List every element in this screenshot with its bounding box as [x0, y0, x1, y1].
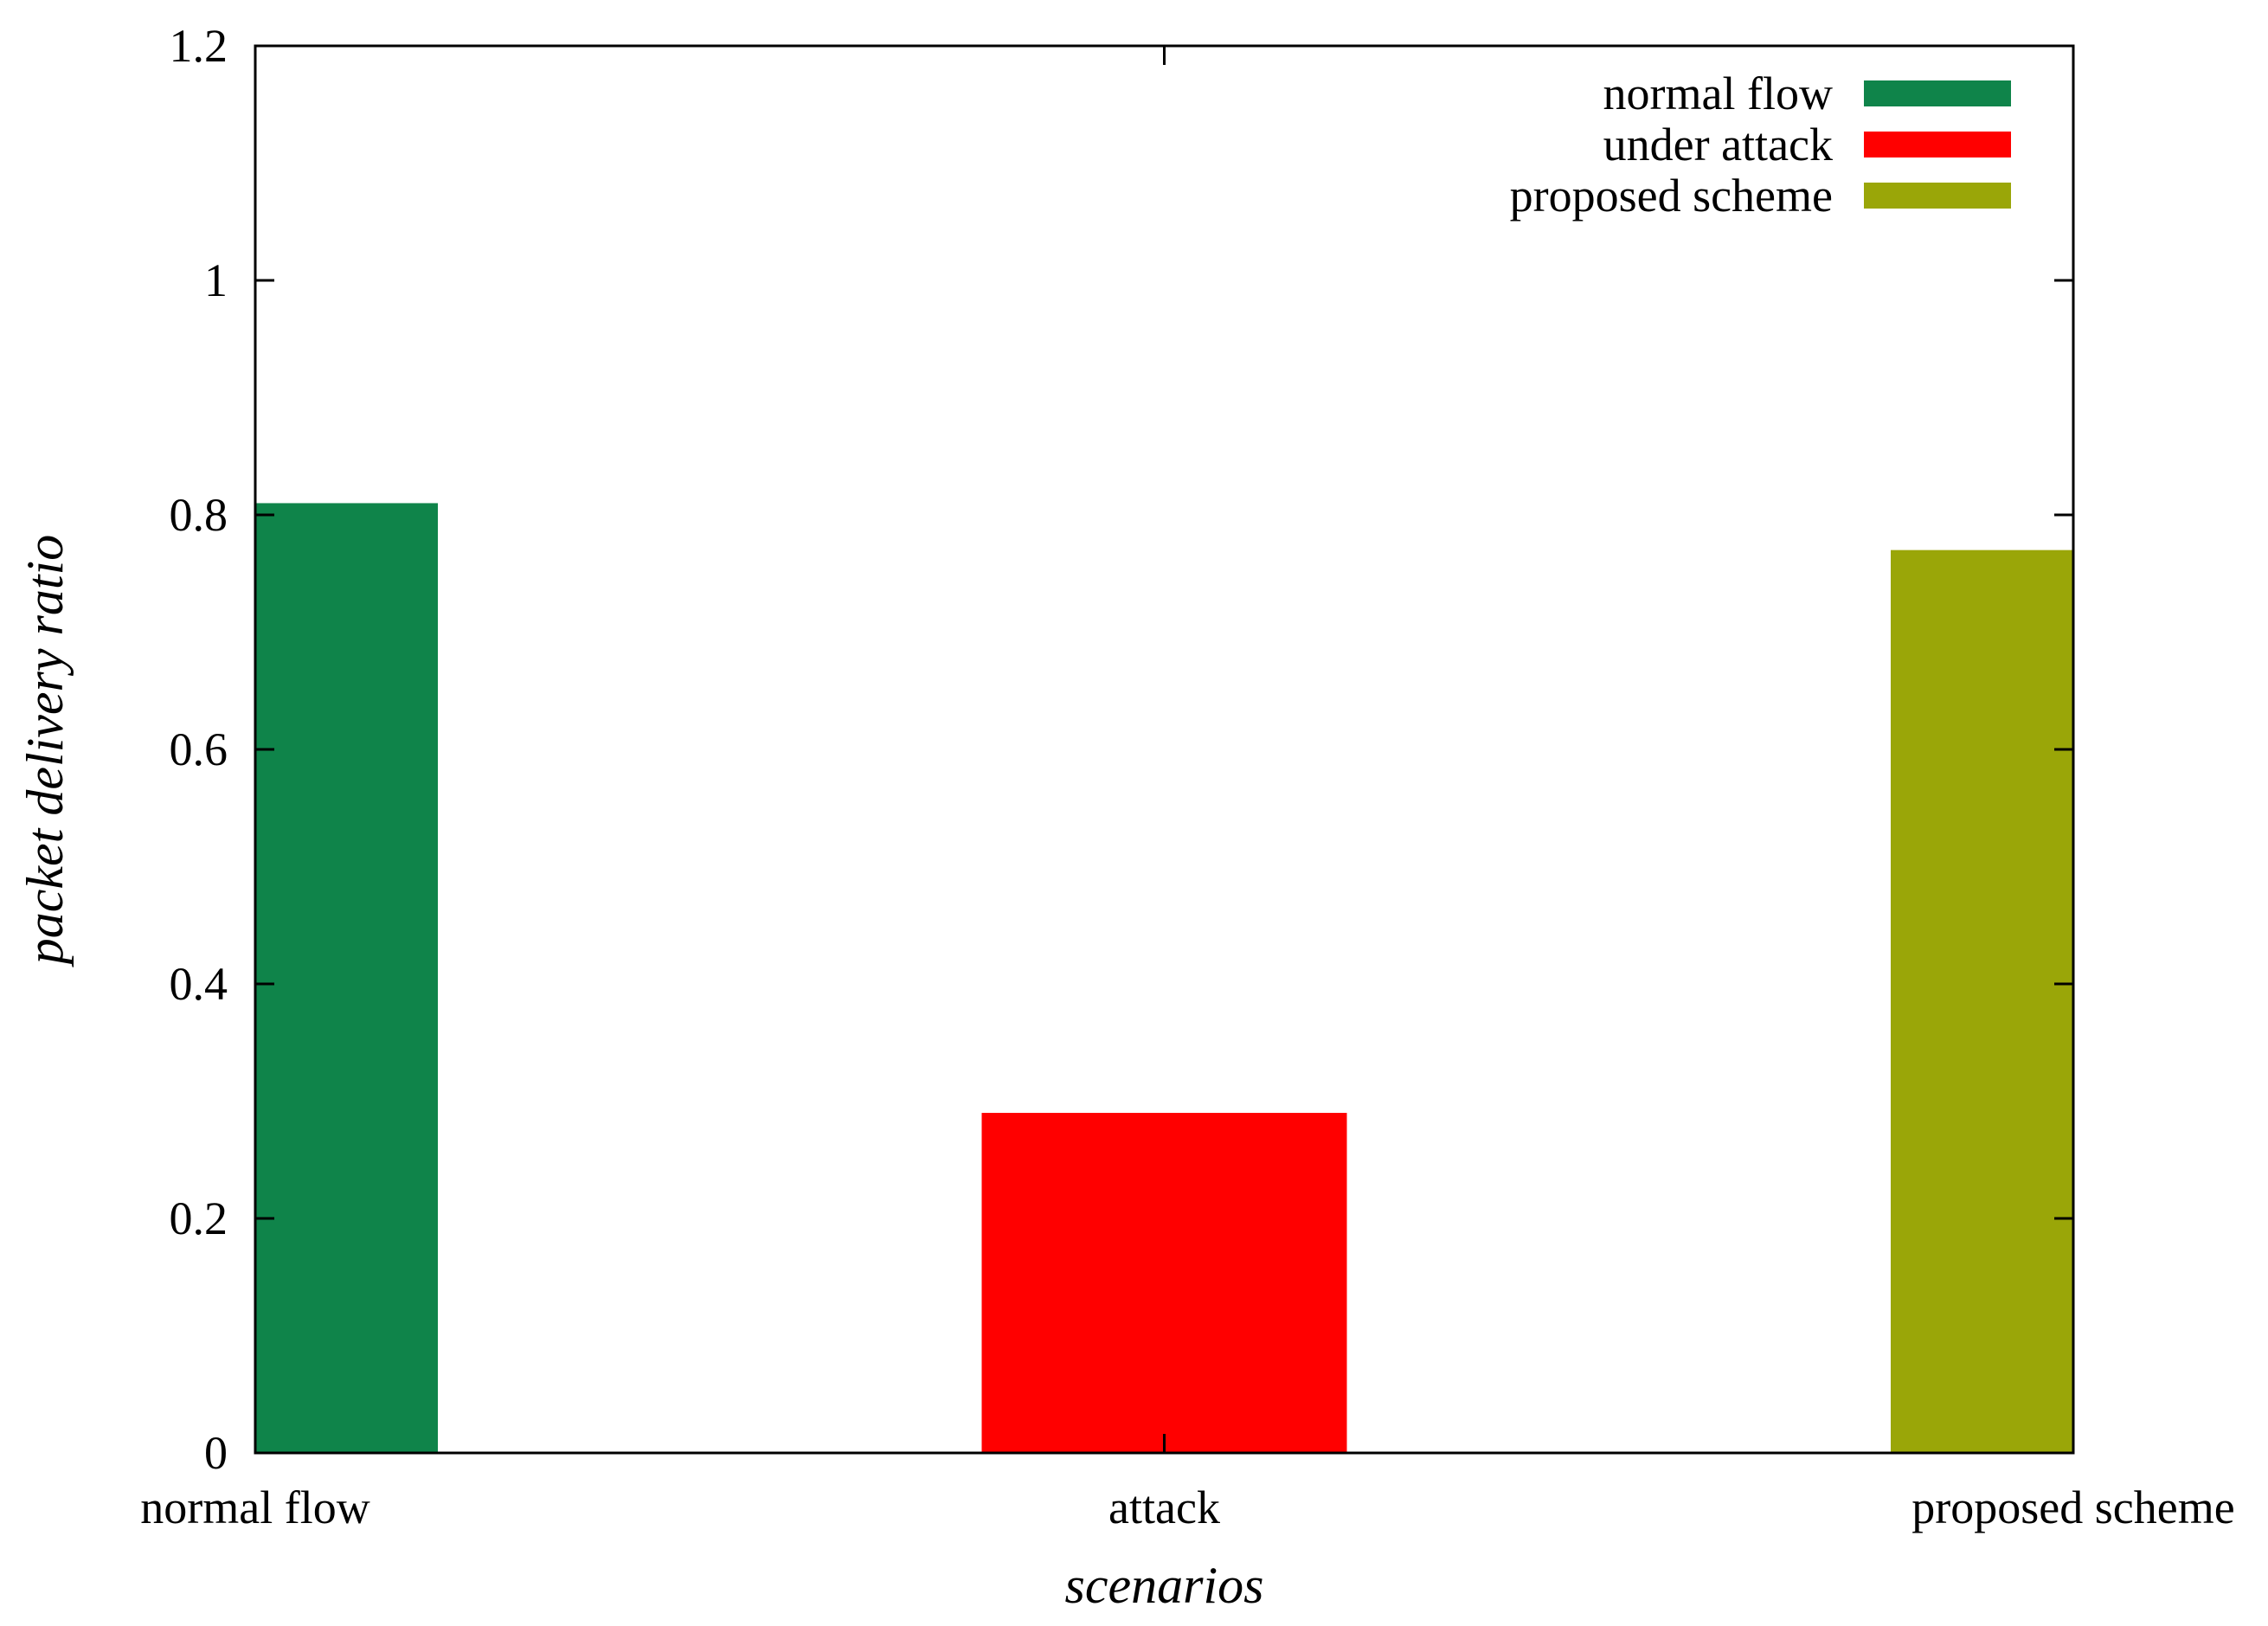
legend-label: normal flow [1603, 67, 1833, 119]
bar-proposed-scheme [1891, 549, 2073, 1453]
y-tick-label: 1.2 [170, 20, 228, 72]
legend-label: proposed scheme [1510, 170, 1833, 222]
plot-area [254, 44, 2075, 1455]
y-tick-label: 0.8 [170, 489, 228, 541]
y-tick-label: 1 [204, 254, 228, 306]
x-tick-label: attack [1108, 1481, 1220, 1533]
legend-swatch [1864, 183, 2011, 209]
bars [255, 503, 2073, 1453]
y-tick-label: 0.4 [170, 958, 228, 1010]
axis-ticks [254, 44, 2075, 1455]
y-axis-title: packet delivery ratio [16, 535, 74, 967]
axis-labels: 0 0.2 0.4 0.6 0.8 1 1.2 normal flow attack propos… [16, 20, 2235, 1614]
bar-attack [981, 1113, 1347, 1453]
legend-swatch [1864, 80, 2011, 106]
y-tick-label: 0.6 [170, 723, 228, 775]
bar-normal-flow [255, 503, 438, 1453]
y-tick-label: 0.2 [170, 1192, 228, 1244]
legend-swatch [1864, 132, 2011, 157]
legend-label: under attack [1603, 119, 1833, 170]
x-tick-label: normal flow [140, 1481, 369, 1533]
x-tick-label: proposed scheme [1911, 1481, 2234, 1533]
x-axis-title: scenarios [1065, 1557, 1264, 1614]
y-tick-label: 0 [204, 1427, 228, 1479]
